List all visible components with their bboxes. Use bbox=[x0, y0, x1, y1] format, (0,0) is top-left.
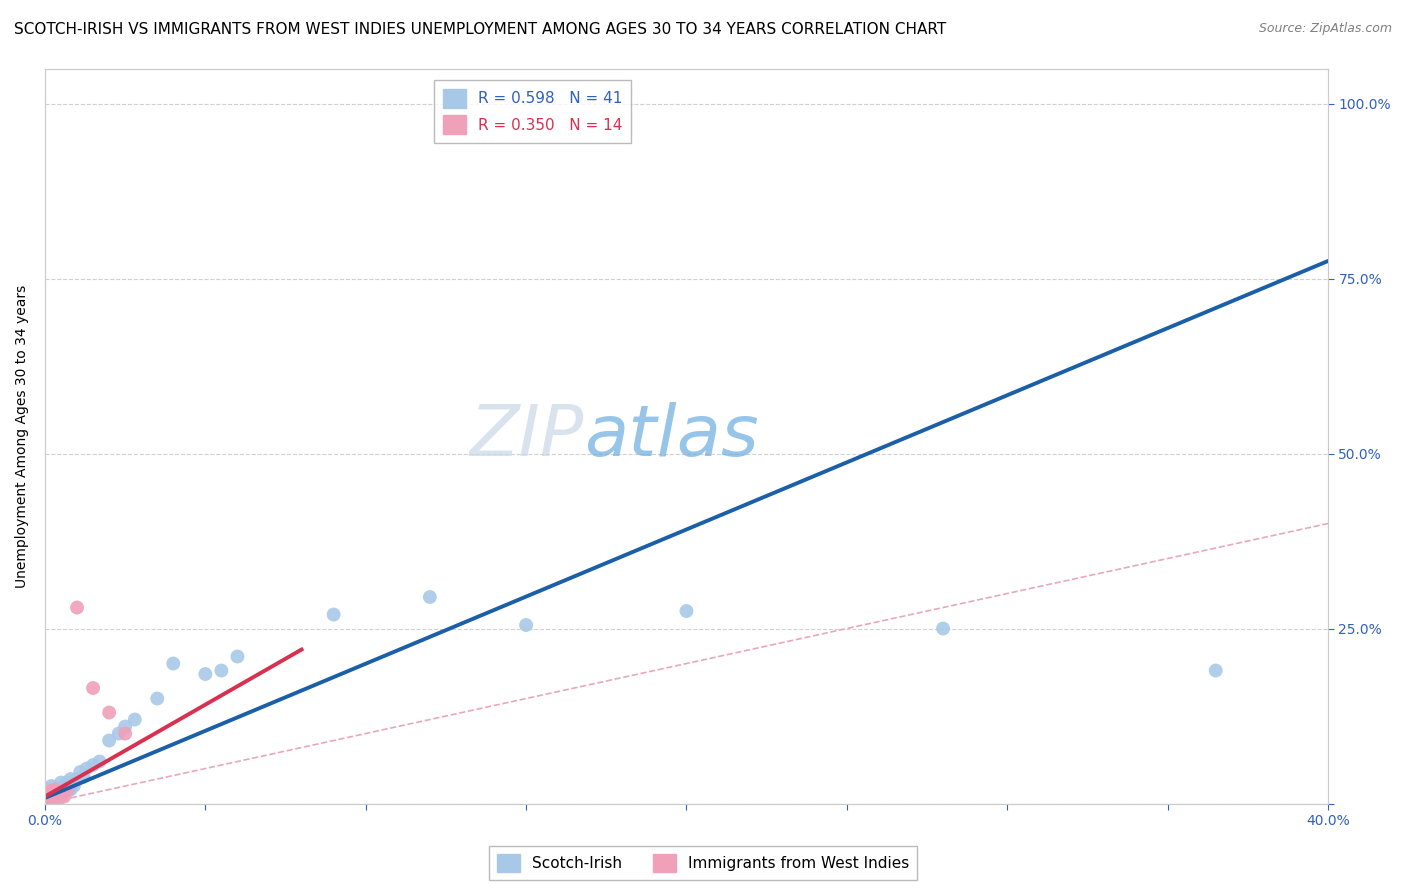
Point bbox=[37, 782, 59, 797]
Point bbox=[76, 762, 98, 776]
Point bbox=[49, 786, 72, 800]
Point bbox=[49, 775, 72, 789]
Point bbox=[515, 618, 537, 632]
Point bbox=[49, 782, 72, 797]
Point bbox=[932, 622, 955, 636]
Legend: R = 0.598   N = 41, R = 0.350   N = 14: R = 0.598 N = 41, R = 0.350 N = 14 bbox=[433, 79, 631, 143]
Point bbox=[41, 786, 63, 800]
Point bbox=[66, 600, 89, 615]
Point bbox=[37, 786, 59, 800]
Text: ZIP: ZIP bbox=[470, 401, 583, 470]
Text: atlas: atlas bbox=[583, 401, 758, 470]
Point bbox=[66, 772, 89, 786]
Point bbox=[41, 791, 63, 805]
Point bbox=[69, 764, 91, 779]
Point bbox=[114, 726, 136, 740]
Point bbox=[44, 784, 66, 798]
Point bbox=[44, 789, 66, 804]
Point bbox=[59, 772, 82, 786]
Point bbox=[63, 779, 86, 793]
Point bbox=[72, 770, 94, 784]
Point bbox=[1205, 664, 1227, 678]
Point bbox=[675, 604, 697, 618]
Point bbox=[53, 779, 76, 793]
Point bbox=[162, 657, 184, 671]
Point bbox=[41, 779, 63, 793]
Point bbox=[226, 649, 249, 664]
Point bbox=[44, 782, 66, 797]
Point bbox=[114, 719, 136, 733]
Point bbox=[44, 791, 66, 805]
Point bbox=[53, 786, 76, 800]
Text: SCOTCH-IRISH VS IMMIGRANTS FROM WEST INDIES UNEMPLOYMENT AMONG AGES 30 TO 34 YEA: SCOTCH-IRISH VS IMMIGRANTS FROM WEST IND… bbox=[14, 22, 946, 37]
Point bbox=[419, 590, 441, 604]
Legend: Scotch-Irish, Immigrants from West Indies: Scotch-Irish, Immigrants from West Indie… bbox=[489, 846, 917, 880]
Point bbox=[56, 775, 79, 789]
Point bbox=[124, 713, 146, 727]
Point bbox=[56, 782, 79, 797]
Point bbox=[46, 793, 69, 807]
Point bbox=[209, 664, 232, 678]
Point bbox=[82, 681, 104, 695]
Point bbox=[37, 793, 59, 807]
Point bbox=[98, 733, 121, 747]
Point bbox=[41, 784, 63, 798]
Point bbox=[56, 784, 79, 798]
Text: Source: ZipAtlas.com: Source: ZipAtlas.com bbox=[1258, 22, 1392, 36]
Point bbox=[59, 782, 82, 797]
Point bbox=[322, 607, 344, 622]
Y-axis label: Unemployment Among Ages 30 to 34 years: Unemployment Among Ages 30 to 34 years bbox=[15, 285, 30, 588]
Point bbox=[46, 781, 69, 796]
Point bbox=[82, 758, 104, 772]
Point bbox=[107, 726, 129, 740]
Point bbox=[53, 789, 76, 804]
Point bbox=[37, 793, 59, 807]
Point bbox=[98, 706, 121, 720]
Point bbox=[41, 793, 63, 807]
Point bbox=[194, 667, 217, 681]
Point bbox=[89, 755, 111, 769]
Point bbox=[146, 691, 169, 706]
Point bbox=[49, 789, 72, 804]
Point bbox=[37, 789, 59, 804]
Point bbox=[46, 789, 69, 804]
